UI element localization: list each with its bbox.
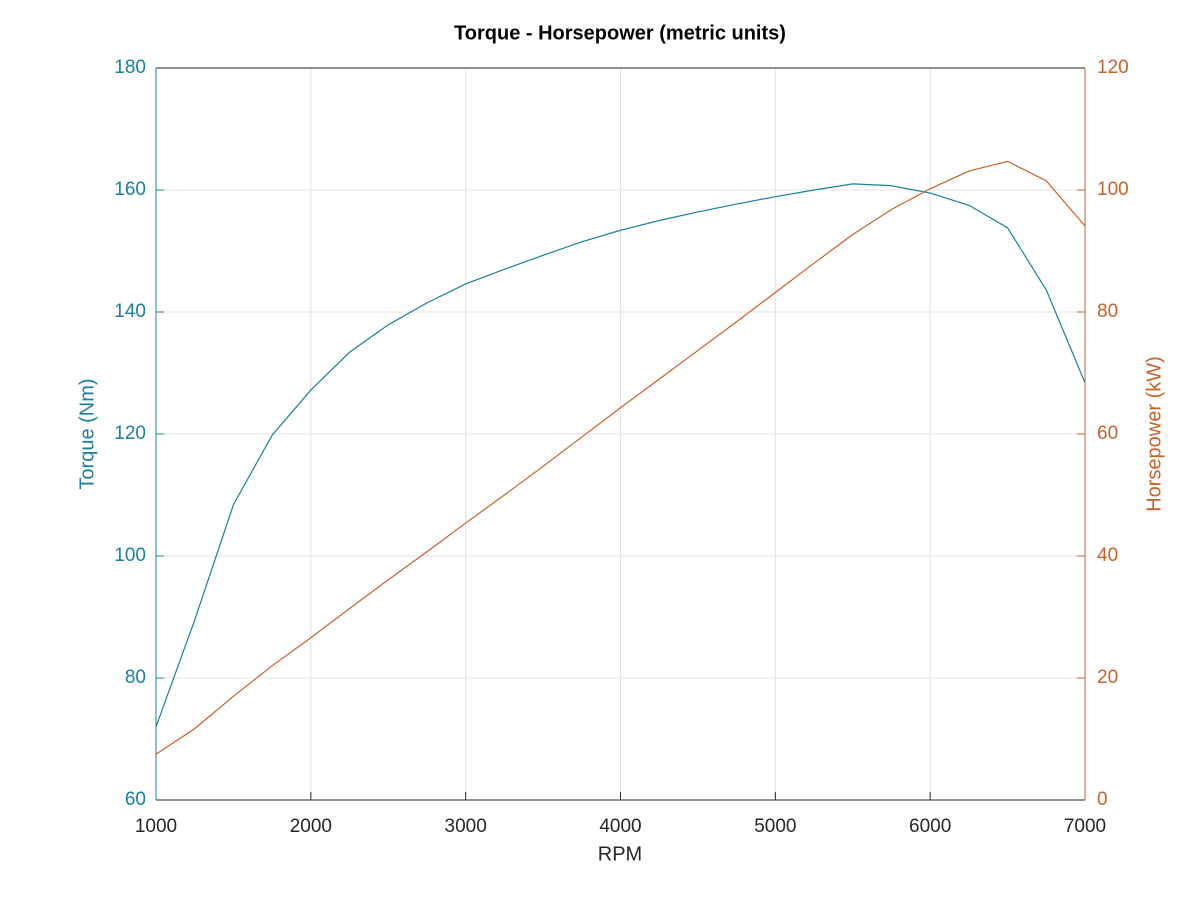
x-tick-label: 2000 xyxy=(290,816,332,837)
y2-tick-label: 80 xyxy=(1097,301,1118,322)
x-axis-label: RPM xyxy=(598,843,642,865)
y-tick-label: 120 xyxy=(114,423,146,444)
y-tick-label: 180 xyxy=(114,57,146,78)
y-tick-label: 160 xyxy=(114,179,146,200)
x-tick-label: 6000 xyxy=(909,816,951,837)
y2-tick-label: 40 xyxy=(1097,545,1118,566)
line-series xyxy=(155,183,1086,728)
y-tick-label: 100 xyxy=(114,545,146,566)
x-tick-label: 4000 xyxy=(599,816,641,837)
y2-tick-label: 60 xyxy=(1097,423,1118,444)
y2-tick-label: 100 xyxy=(1097,179,1129,200)
y2-tick-label: 0 xyxy=(1097,789,1108,810)
y2-tick-label: 120 xyxy=(1097,57,1129,78)
chart-title: Torque - Horsepower (metric units) xyxy=(454,22,786,44)
y2-tick-label: 20 xyxy=(1097,667,1118,688)
y-tick-label: 60 xyxy=(125,789,146,810)
x-tick-label: 1000 xyxy=(135,816,177,837)
y2-axis-label: Horsepower (kW) xyxy=(1143,356,1165,512)
y-tick-label: 140 xyxy=(114,301,146,322)
y-axis-label: Torque (Nm) xyxy=(76,378,98,489)
x-tick-label: 3000 xyxy=(445,816,487,837)
x-tick-label: 5000 xyxy=(754,816,796,837)
line-series xyxy=(155,160,1086,755)
x-tick-label: 7000 xyxy=(1064,816,1106,837)
y-tick-label: 80 xyxy=(125,667,146,688)
